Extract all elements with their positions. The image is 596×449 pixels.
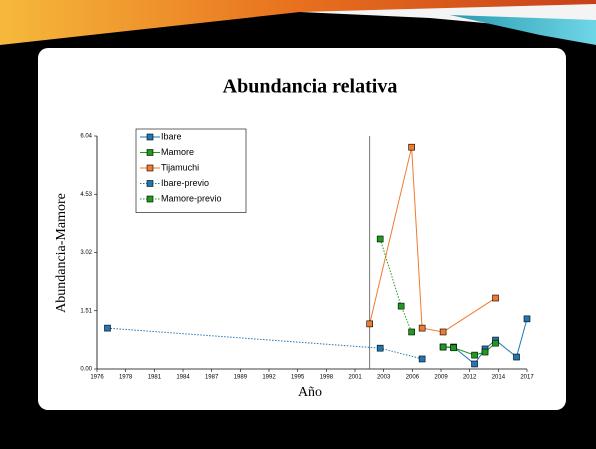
point	[408, 328, 415, 336]
point	[439, 328, 447, 336]
y-tick-label: 6.04	[80, 134, 92, 140]
chart-title: Abundancia relativa	[223, 76, 398, 98]
y-tick-label: 3.02	[80, 250, 92, 256]
y-axis-title: Abundancia-Mamore	[54, 193, 69, 313]
legend-marker	[146, 180, 154, 187]
point	[408, 143, 415, 151]
legend-label: Mamore	[161, 147, 194, 157]
x-tick-label: 1995	[291, 375, 305, 381]
y-tick-label: 4.53	[80, 192, 92, 198]
x-tick-label: 1978	[119, 375, 133, 381]
legend-marker	[146, 133, 154, 141]
x-tick-label: 1981	[148, 375, 162, 381]
legend-marker	[146, 164, 154, 172]
point	[513, 353, 520, 361]
point	[104, 324, 111, 332]
x-tick-label: 1976	[90, 375, 104, 381]
x-tick-label: 2017	[520, 375, 534, 381]
point	[418, 324, 426, 332]
legend-box	[135, 128, 247, 213]
x-tick-label: 2009	[434, 375, 448, 381]
x-tick-label: 1992	[262, 375, 276, 381]
x-axis-title: Año	[298, 385, 322, 400]
y-tick-label: 1.51	[80, 308, 92, 314]
x-tick-label: 1987	[205, 375, 219, 381]
point	[492, 294, 499, 302]
legend-label: Ibare	[161, 131, 182, 141]
legend-label: Tijamuchi	[161, 162, 199, 172]
point	[523, 315, 531, 323]
banner-teal	[450, 15, 596, 45]
point	[418, 355, 426, 363]
y-tick-label: 0.00	[80, 367, 92, 373]
x-tick-label: 1984	[176, 375, 190, 381]
legend-marker	[146, 195, 154, 203]
point	[376, 235, 384, 243]
x-tick-label: 2001	[348, 375, 362, 381]
point	[376, 344, 384, 352]
point	[439, 343, 447, 351]
point	[397, 302, 405, 310]
x-tick-label: 1989	[234, 375, 248, 381]
x-tick-label: 1998	[320, 375, 334, 381]
legend-label: Mamore-previo	[161, 193, 222, 203]
legend-marker	[146, 149, 154, 156]
point	[471, 360, 478, 368]
point	[450, 344, 457, 352]
x-tick-label: 2006	[406, 375, 420, 381]
x-tick-label: 2012	[463, 375, 477, 381]
point	[366, 320, 373, 328]
point	[471, 351, 478, 359]
x-tick-label: 2014	[492, 375, 506, 381]
banner-swoosh	[300, 4, 596, 40]
point	[492, 339, 499, 347]
slide-panel	[38, 48, 566, 410]
plot: 0.00 1.51 3.02 4.53 6.04 1976 1978 1981 1984 1987…	[80, 128, 534, 381]
point	[481, 348, 489, 356]
legend-label: Ibare-previo	[161, 178, 209, 188]
banner	[0, 0, 596, 45]
x-tick-label: 2003	[377, 375, 391, 381]
